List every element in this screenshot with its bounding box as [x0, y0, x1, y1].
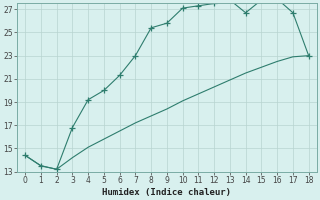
X-axis label: Humidex (Indice chaleur): Humidex (Indice chaleur) — [102, 188, 231, 197]
